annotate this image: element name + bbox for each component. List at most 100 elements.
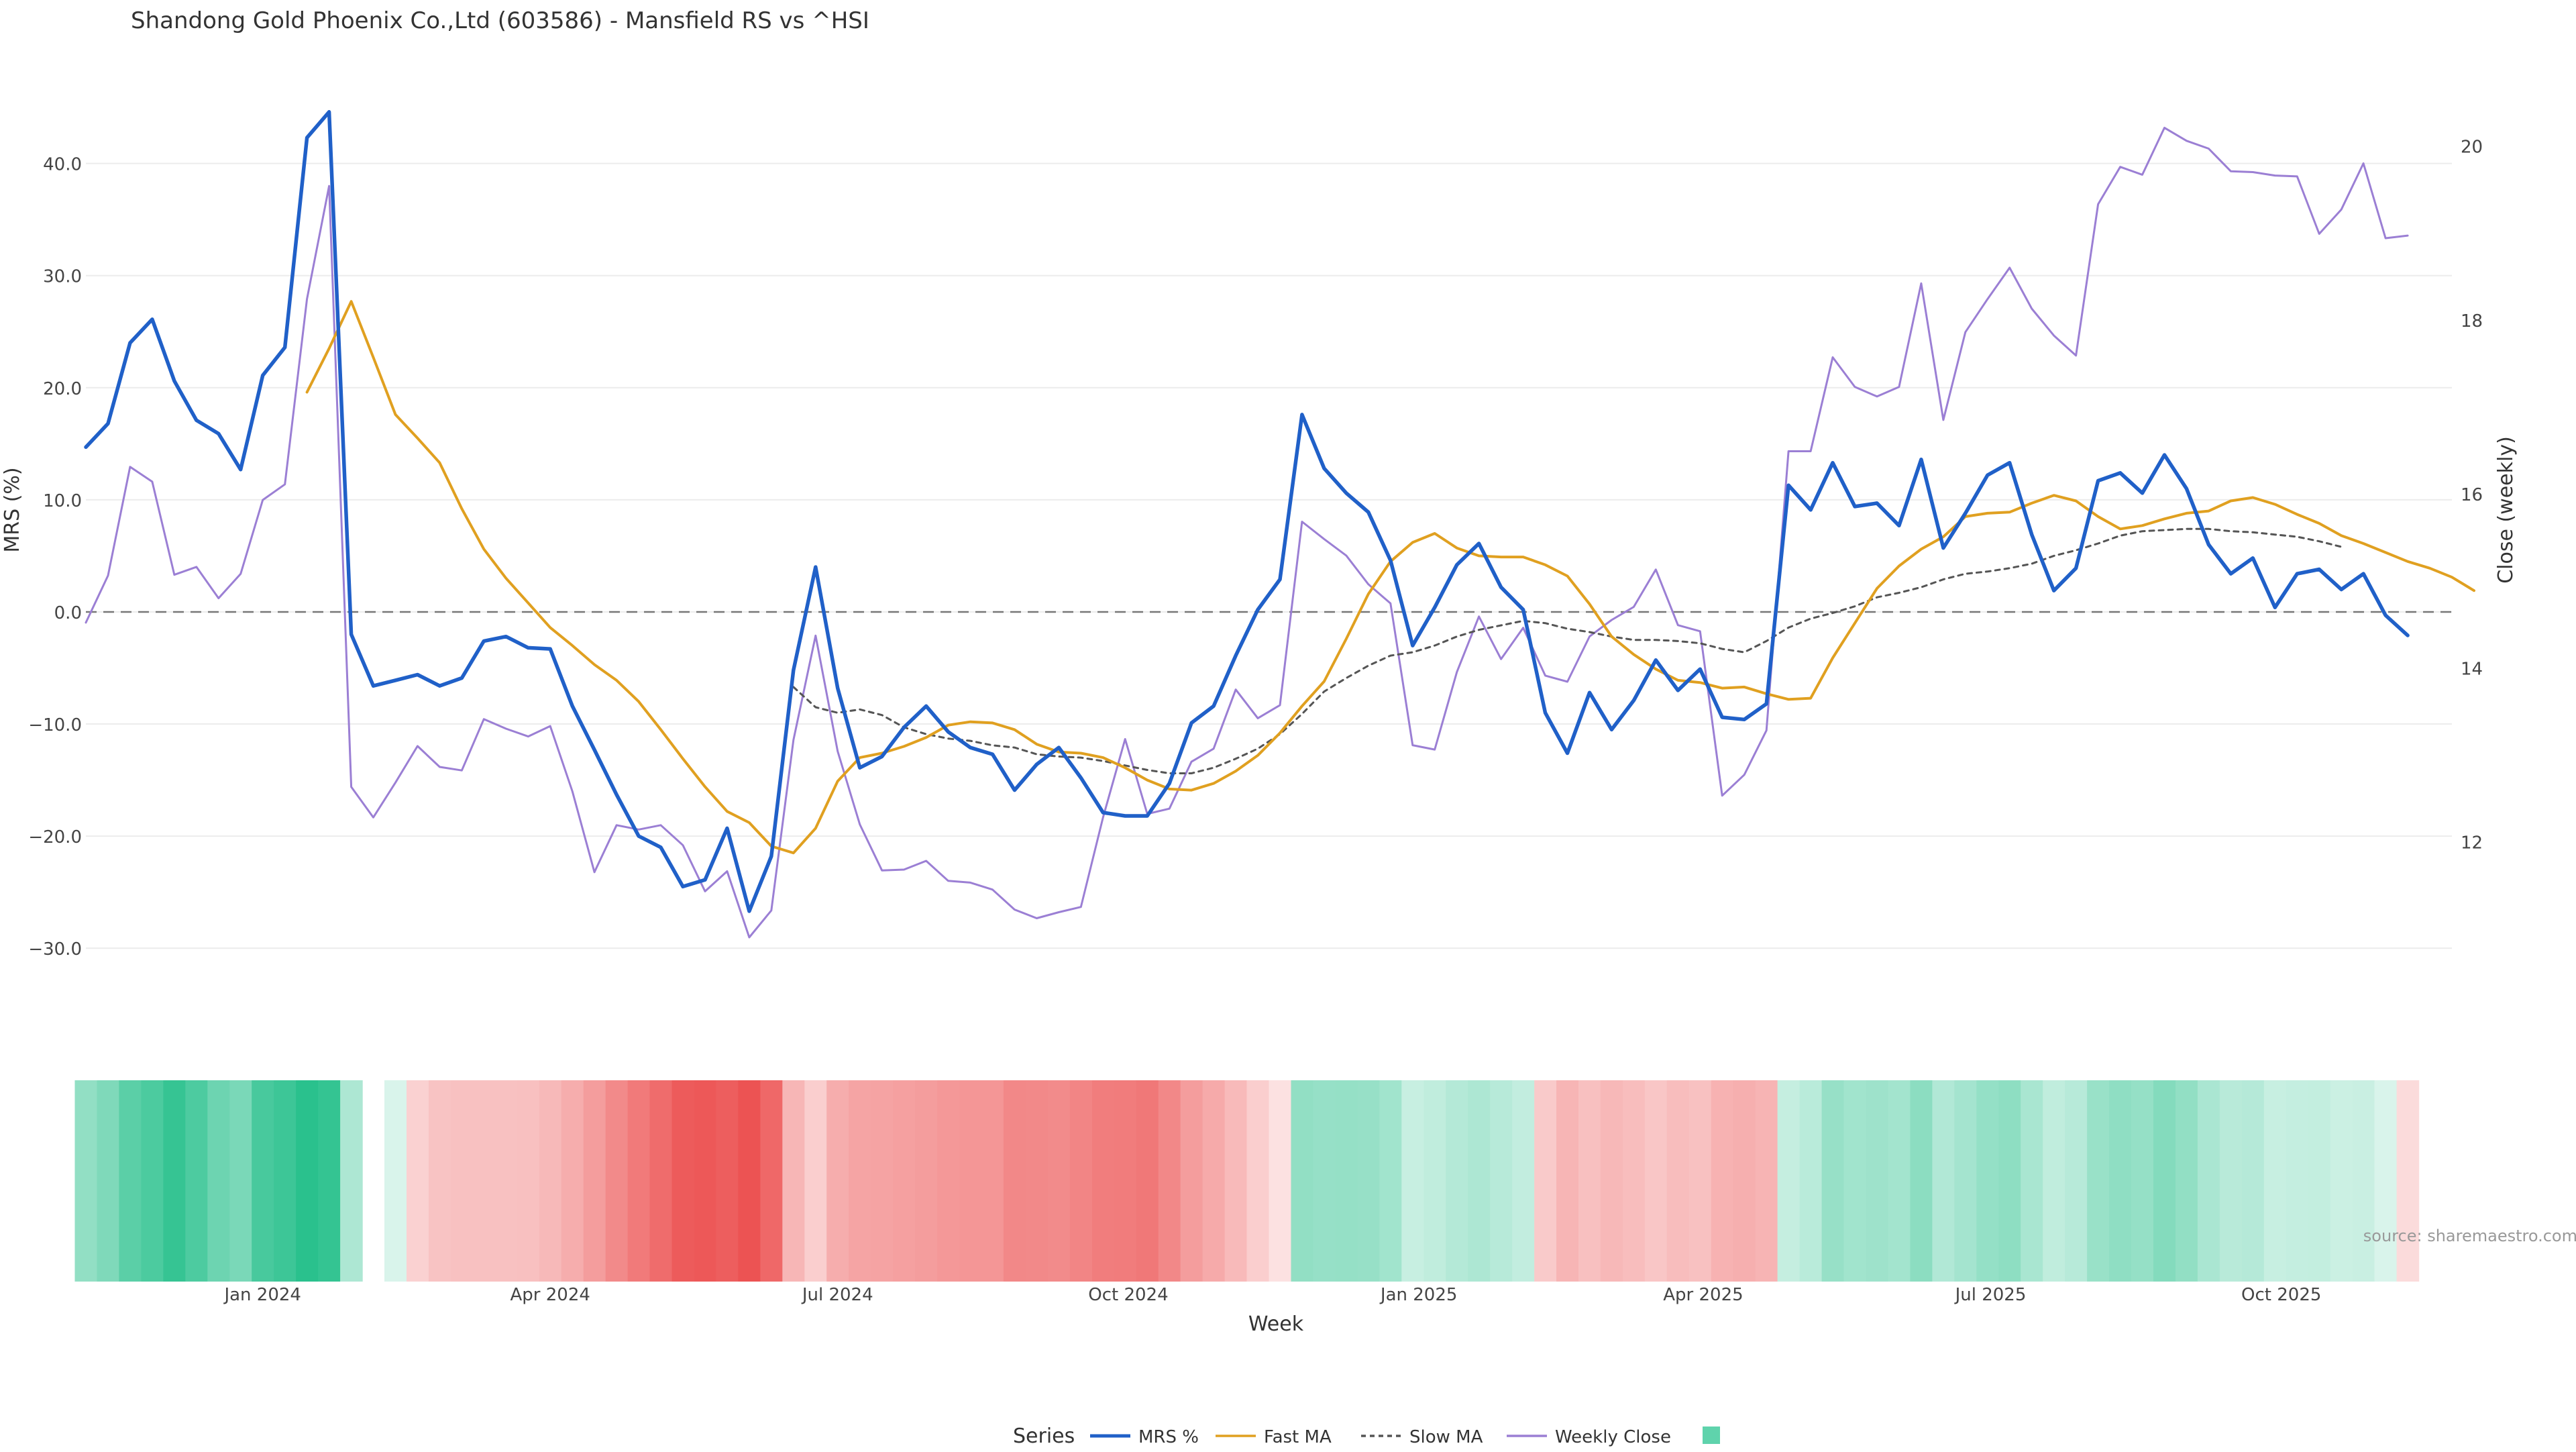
- heatmap-cell: [849, 1080, 871, 1282]
- heatmap-cell: [738, 1080, 761, 1282]
- left-axis: 40.0 30.0 20.0 10.0 0.0 −10.0 −20.0 −30.0: [28, 155, 82, 960]
- x-tick-label: Jul 2025: [1954, 1285, 2027, 1305]
- heatmap-cell: [1025, 1080, 1049, 1282]
- heatmap-cell: [2308, 1080, 2331, 1282]
- heatmap-cell: [605, 1080, 629, 1282]
- legend-label: Fast MA: [1264, 1427, 1332, 1447]
- heatmap-cell: [2176, 1080, 2198, 1282]
- heatmap-cell: [1556, 1080, 1579, 1282]
- heatmap-cell: [1114, 1080, 1137, 1282]
- heatmap-cell: [1158, 1080, 1181, 1282]
- heatmap-cell: [207, 1080, 230, 1282]
- heatmap-cell: [1733, 1080, 1756, 1282]
- series-line-slow-ma: [792, 527, 2343, 774]
- legend-title: Series: [1013, 1424, 1075, 1448]
- heatmap-cell: [1932, 1080, 1955, 1282]
- legend-label: MRS %: [1138, 1427, 1199, 1447]
- x-tick-label: Jan 2025: [1379, 1285, 1458, 1305]
- legend-label: Weekly Close: [1555, 1427, 1671, 1447]
- heatmap-cell: [1291, 1080, 1314, 1282]
- heatmap-cell: [583, 1080, 606, 1282]
- heatmap-cell: [472, 1080, 496, 1282]
- heatmap-cell: [2109, 1080, 2132, 1282]
- y-left-tick-label: −30.0: [28, 939, 82, 960]
- heatmap-cell: [716, 1080, 739, 1282]
- x-axis: Jan 2024 Apr 2024 Jul 2024 Oct 2024 Jan 2025…: [223, 1285, 2321, 1305]
- y-left-tick-label: −10.0: [28, 715, 82, 735]
- heatmap-cell: [1202, 1080, 1226, 1282]
- x-axis-label: Week: [1248, 1312, 1304, 1336]
- y-left-tick-label: 0.0: [54, 603, 82, 623]
- x-tick-label: Oct 2025: [2241, 1285, 2321, 1305]
- heatmap-cell: [649, 1080, 673, 1282]
- heatmap-cell: [1600, 1080, 1623, 1282]
- heatmap-cell: [1888, 1080, 1911, 1282]
- y-right-tick-label: 16: [2461, 485, 2483, 505]
- heatmap-cell: [782, 1080, 805, 1282]
- heatmap-cell: [252, 1080, 274, 1282]
- heatmap-cell: [2352, 1080, 2375, 1282]
- heatmap-cell: [2286, 1080, 2309, 1282]
- heatmap-cell: [2396, 1080, 2420, 1282]
- heatmap-cell: [959, 1080, 982, 1282]
- y-left-tick-label: 30.0: [43, 267, 82, 287]
- heatmap-cell: [1512, 1080, 1535, 1282]
- heatmap-cell: [2330, 1080, 2353, 1282]
- legend: Series MRS % Fast MA Slow MA Weekly Close: [1013, 1424, 1720, 1448]
- heatmap-cell: [539, 1080, 562, 1282]
- heatmap-cell: [561, 1080, 584, 1282]
- x-tick-label: Jan 2024: [223, 1285, 301, 1305]
- heatmap-cell: [804, 1080, 827, 1282]
- legend-swatch: [1703, 1427, 1720, 1444]
- heatmap-cell: [1379, 1080, 1402, 1282]
- heatmap-cell: [1069, 1080, 1093, 1282]
- heatmap-cell: [1910, 1080, 1933, 1282]
- heatmap-cell: [1136, 1080, 1159, 1282]
- x-tick-label: Jul 2024: [801, 1285, 873, 1305]
- y-axis-right-label: Close (weekly): [2494, 436, 2518, 584]
- heatmap-cell: [407, 1080, 429, 1282]
- y-axis-left-label: MRS (%): [1, 467, 24, 552]
- heatmap-cell: [981, 1080, 1004, 1282]
- heatmap-cell: [1666, 1080, 1690, 1282]
- heatmap-cell: [384, 1080, 407, 1282]
- heatmap-cell: [1246, 1080, 1270, 1282]
- heatmap-strip: [74, 1080, 2420, 1282]
- heatmap-cell: [1401, 1080, 1424, 1282]
- heatmap-cell: [1954, 1080, 1977, 1282]
- heatmap-cell: [494, 1080, 518, 1282]
- heatmap-cell: [1755, 1080, 1778, 1282]
- heatmap-cell: [428, 1080, 451, 1282]
- chart-title: Shandong Gold Phoenix Co.,Ltd (603586) -…: [131, 7, 869, 34]
- series-line-weekly-close: [85, 126, 2409, 939]
- heatmap-cell: [1622, 1080, 1646, 1282]
- heatmap-cell: [694, 1080, 717, 1282]
- heatmap-cell: [2065, 1080, 2088, 1282]
- gridlines: [86, 162, 2452, 949]
- heatmap-cell: [2197, 1080, 2220, 1282]
- heatmap-cell: [185, 1080, 208, 1282]
- heatmap-cell: [1688, 1080, 1712, 1282]
- right-axis: 12 14 16 18 20: [2461, 138, 2483, 853]
- heatmap-cell: [1866, 1080, 1889, 1282]
- heatmap-cell: [1446, 1080, 1468, 1282]
- heatmap-cell: [1357, 1080, 1380, 1282]
- y-left-tick-label: 40.0: [43, 155, 82, 175]
- heatmap-cell: [2374, 1080, 2398, 1282]
- heatmap-cell: [97, 1080, 120, 1282]
- heatmap-cell: [2021, 1080, 2043, 1282]
- heatmap-cell: [1269, 1080, 1292, 1282]
- heatmap-cell: [893, 1080, 916, 1282]
- y-left-tick-label: 20.0: [43, 379, 82, 399]
- heatmap-cell: [517, 1080, 540, 1282]
- heatmap-cell: [1180, 1080, 1203, 1282]
- heatmap-cell: [627, 1080, 651, 1282]
- y-right-tick-label: 18: [2461, 311, 2483, 331]
- heatmap-cell: [274, 1080, 297, 1282]
- heatmap-cell: [2263, 1080, 2287, 1282]
- heatmap-cell: [1224, 1080, 1248, 1282]
- heatmap-cell: [1468, 1080, 1491, 1282]
- heatmap-cell: [760, 1080, 783, 1282]
